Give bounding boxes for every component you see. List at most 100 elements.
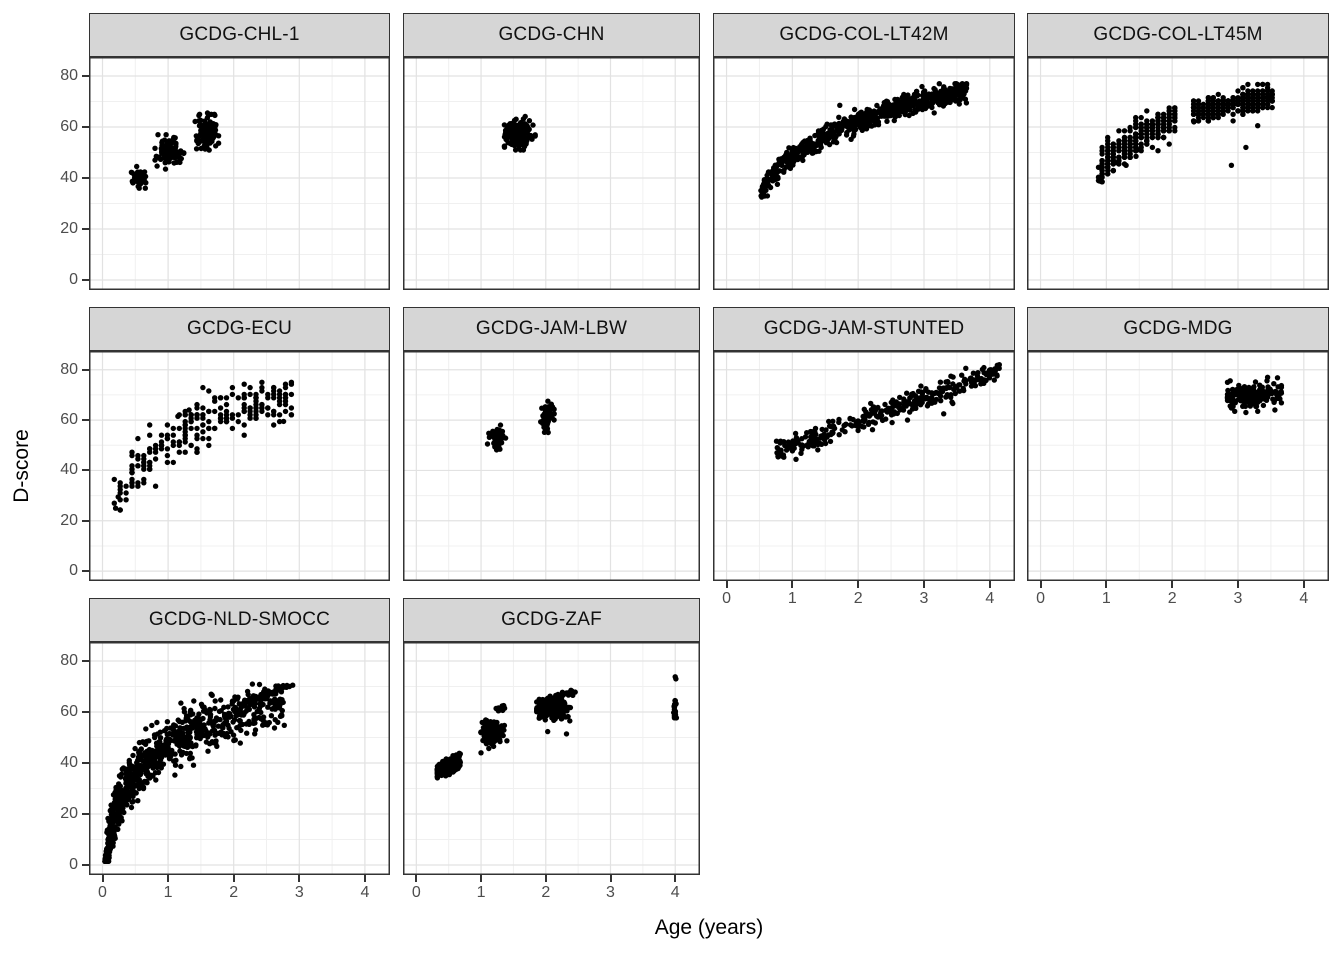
y-tick-mark	[82, 660, 89, 662]
facet-title: GCDG-CHL-1	[179, 24, 300, 45]
x-tick-label: 3	[1233, 590, 1243, 607]
x-tick-mark	[298, 875, 301, 882]
facet-panel-gcdg-zaf	[403, 642, 700, 875]
facet-strip: GCDG-COL-LT42M	[713, 13, 1015, 57]
facet-panel-gcdg-chl-1	[89, 57, 390, 290]
y-tick-mark	[82, 570, 89, 573]
x-tick-mark	[101, 875, 104, 882]
x-tick-label: 1	[163, 884, 173, 901]
facet-strip: GCDG-ECU	[89, 307, 390, 351]
x-tick-mark	[609, 875, 612, 882]
x-tick-mark	[988, 581, 991, 588]
y-tick-mark	[82, 279, 89, 281]
x-tick-label: 1	[787, 590, 797, 607]
x-tick-label: 2	[229, 884, 239, 901]
facet-panel-gcdg-chn	[403, 57, 700, 290]
facet-title: GCDG-CHN	[498, 24, 605, 45]
scatter-points	[89, 351, 390, 581]
facet-panel-gcdg-nld-smocc	[89, 642, 390, 875]
x-tick-label: 3	[294, 884, 304, 901]
x-tick-mark	[674, 875, 677, 882]
x-tick-mark	[1039, 581, 1042, 588]
scatter-points	[89, 57, 390, 290]
facet-panel-gcdg-col-lt42m	[713, 57, 1015, 290]
facet-strip: GCDG-JAM-STUNTED	[713, 307, 1015, 351]
x-tick-mark	[725, 581, 728, 588]
scatter-points	[1027, 57, 1329, 290]
y-tick-label: 0	[69, 562, 78, 580]
facet-strip: GCDG-MDG	[1027, 307, 1329, 351]
facet-panel-gcdg-mdg	[1027, 351, 1329, 581]
y-tick-label: 0	[69, 271, 78, 288]
facet-panel-gcdg-jam-lbw	[403, 351, 700, 581]
scatter-points	[403, 351, 700, 581]
y-tick-label: 80	[60, 67, 78, 84]
y-tick-mark	[82, 864, 89, 866]
x-tick-mark	[544, 875, 547, 882]
x-tick-label: 2	[541, 884, 551, 901]
facet-strip: GCDG-NLD-SMOCC	[89, 598, 390, 642]
x-tick-label: 4	[1299, 590, 1309, 607]
facet-panel-gcdg-ecu	[89, 351, 390, 581]
x-tick-label: 4	[360, 884, 370, 901]
y-tick-label: 20	[60, 220, 78, 237]
scatter-points	[713, 351, 1015, 581]
x-tick-mark	[415, 875, 418, 882]
x-tick-mark	[1302, 581, 1305, 588]
facet-title: GCDG-JAM-LBW	[475, 318, 628, 339]
x-tick-mark	[857, 581, 860, 588]
y-tick-label: 80	[60, 360, 78, 378]
facet-title: GCDG-ECU	[186, 318, 293, 339]
x-tick-mark	[167, 875, 170, 882]
y-tick-label: 40	[60, 754, 78, 771]
facet-title: GCDG-MDG	[1123, 318, 1233, 339]
y-tick-mark	[82, 762, 89, 764]
y-tick-label: 20	[60, 511, 78, 529]
x-tick-mark	[1105, 581, 1108, 588]
facet-strip: GCDG-JAM-LBW	[403, 307, 700, 351]
facet-panel-gcdg-jam-stunted	[713, 351, 1015, 581]
y-tick-mark	[82, 126, 89, 128]
x-tick-label: 0	[98, 884, 107, 901]
y-tick-mark	[82, 813, 89, 815]
y-tick-label: 80	[60, 652, 78, 669]
facet-title: GCDG-ZAF	[501, 609, 602, 630]
y-tick-label: 0	[69, 856, 78, 873]
facet-title: GCDG-JAM-STUNTED	[763, 318, 965, 339]
x-tick-label: 2	[1167, 590, 1177, 607]
x-tick-mark	[922, 581, 925, 588]
y-tick-mark	[82, 177, 89, 179]
x-tick-label: 3	[606, 884, 615, 901]
scatter-points	[1027, 351, 1329, 581]
x-tick-label: 0	[722, 590, 731, 607]
x-tick-mark	[791, 581, 794, 588]
y-tick-label: 40	[60, 169, 78, 186]
x-tick-label: 2	[853, 590, 863, 607]
x-tick-mark	[232, 875, 235, 882]
y-tick-label: 20	[60, 805, 78, 822]
x-tick-label: 1	[1101, 590, 1111, 607]
x-tick-mark	[1236, 581, 1239, 588]
facet-title: GCDG-COL-LT45M	[1093, 24, 1263, 45]
x-axis-title: Age (years)	[654, 916, 764, 939]
facet-strip: GCDG-COL-LT45M	[1027, 13, 1329, 57]
x-tick-label: 4	[670, 884, 680, 901]
x-tick-label: 4	[985, 590, 995, 607]
y-tick-label: 40	[60, 461, 78, 479]
y-tick-label: 60	[60, 411, 78, 429]
y-tick-mark	[82, 368, 89, 371]
scatter-points	[403, 57, 700, 290]
y-tick-label: 60	[60, 118, 78, 135]
facet-title: GCDG-NLD-SMOCC	[148, 609, 331, 630]
facet-strip: GCDG-CHN	[403, 13, 700, 57]
y-tick-mark	[82, 75, 89, 77]
facet-panel-gcdg-col-lt45m	[1027, 57, 1329, 290]
y-tick-mark	[82, 469, 89, 472]
y-tick-mark	[82, 419, 89, 422]
x-tick-label: 1	[476, 884, 486, 901]
y-axis-title: D-score	[10, 429, 33, 503]
scatter-points	[403, 642, 700, 875]
facet-strip: GCDG-ZAF	[403, 598, 700, 642]
facet-title: GCDG-COL-LT42M	[779, 24, 949, 45]
